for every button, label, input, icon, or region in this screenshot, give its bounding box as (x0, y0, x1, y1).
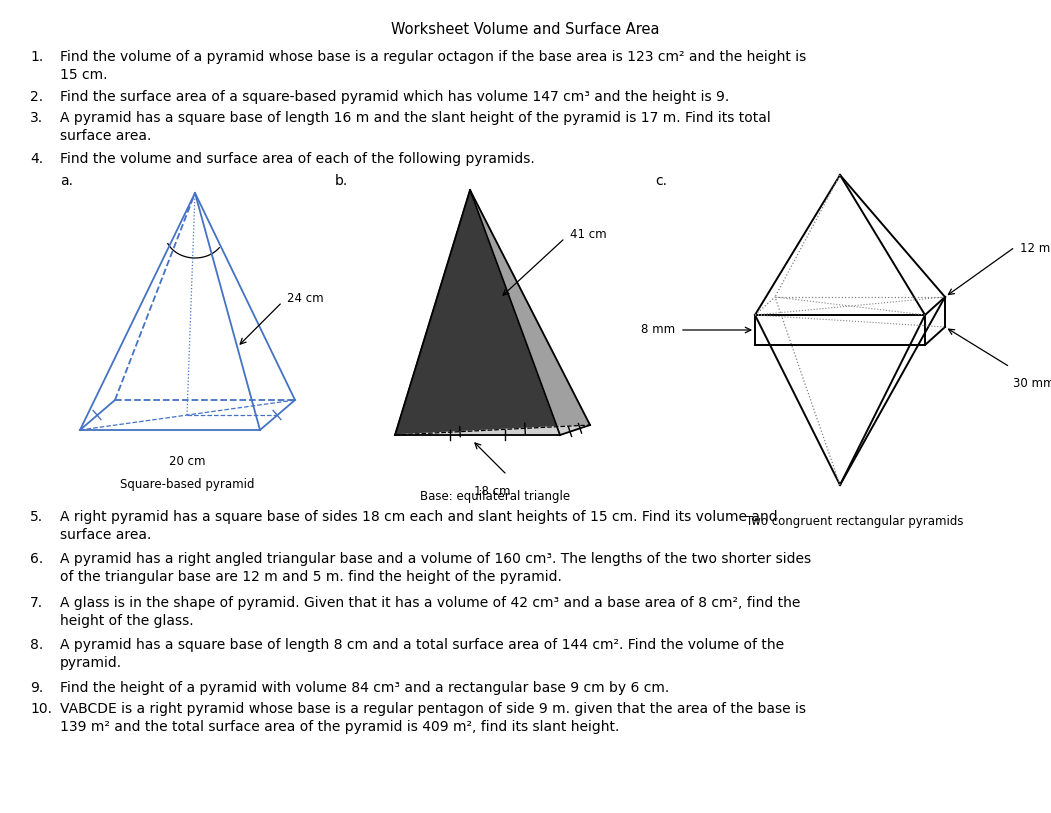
Text: 12 mm: 12 mm (1021, 242, 1051, 255)
Text: 18 cm: 18 cm (474, 485, 510, 498)
Text: 24 cm: 24 cm (287, 292, 324, 305)
Text: 5.: 5. (30, 510, 43, 524)
Text: Square-based pyramid: Square-based pyramid (120, 478, 254, 491)
Text: 1.: 1. (30, 50, 43, 64)
Text: VABCDE is a right pyramid whose base is a regular pentagon of side 9 m. given th: VABCDE is a right pyramid whose base is … (60, 702, 806, 716)
Text: A glass is in the shape of pyramid. Given that it has a volume of 42 cm³ and a b: A glass is in the shape of pyramid. Give… (60, 596, 801, 610)
Text: 20 cm: 20 cm (169, 455, 205, 468)
Text: b.: b. (335, 174, 348, 188)
Text: 3.: 3. (30, 111, 43, 125)
Polygon shape (395, 190, 560, 435)
Text: of the triangular base are 12 m and 5 m. find the height of the pyramid.: of the triangular base are 12 m and 5 m.… (60, 570, 562, 584)
Text: 139 m² and the total surface area of the pyramid is 409 m², find its slant heigh: 139 m² and the total surface area of the… (60, 720, 619, 734)
Text: A pyramid has a square base of length 16 m and the slant height of the pyramid i: A pyramid has a square base of length 16… (60, 111, 770, 125)
Text: 4.: 4. (30, 152, 43, 166)
Text: A pyramid has a square base of length 8 cm and a total surface area of 144 cm². : A pyramid has a square base of length 8 … (60, 638, 784, 652)
Text: height of the glass.: height of the glass. (60, 614, 193, 628)
Text: a.: a. (60, 174, 73, 188)
Text: Find the volume and surface area of each of the following pyramids.: Find the volume and surface area of each… (60, 152, 535, 166)
Text: 30 mm: 30 mm (1013, 377, 1051, 390)
Text: 8.: 8. (30, 638, 43, 652)
Text: Find the volume of a pyramid whose base is a regular octagon if the base area is: Find the volume of a pyramid whose base … (60, 50, 806, 64)
Text: 7.: 7. (30, 596, 43, 610)
Text: Find the surface area of a square-based pyramid which has volume 147 cm³ and the: Find the surface area of a square-based … (60, 90, 729, 104)
Text: 8 mm: 8 mm (641, 324, 675, 337)
Text: Worksheet Volume and Surface Area: Worksheet Volume and Surface Area (391, 22, 659, 37)
Text: 41 cm: 41 cm (570, 228, 606, 241)
Text: Two congruent rectangular pyramids: Two congruent rectangular pyramids (746, 515, 964, 528)
Text: pyramid.: pyramid. (60, 656, 122, 670)
Polygon shape (470, 190, 590, 435)
Text: Find the height of a pyramid with volume 84 cm³ and a rectangular base 9 cm by 6: Find the height of a pyramid with volume… (60, 681, 669, 695)
Text: surface area.: surface area. (60, 528, 151, 542)
Text: 6.: 6. (30, 552, 43, 566)
Text: A pyramid has a right angled triangular base and a volume of 160 cm³. The length: A pyramid has a right angled triangular … (60, 552, 811, 566)
Text: A right pyramid has a square base of sides 18 cm each and slant heights of 15 cm: A right pyramid has a square base of sid… (60, 510, 778, 524)
Text: 15 cm.: 15 cm. (60, 68, 107, 82)
Text: 2.: 2. (30, 90, 43, 104)
Text: 9.: 9. (30, 681, 43, 695)
Text: surface area.: surface area. (60, 129, 151, 143)
Text: c.: c. (655, 174, 667, 188)
Polygon shape (395, 425, 590, 435)
Text: 10.: 10. (30, 702, 51, 716)
Text: Base: equilateral triangle: Base: equilateral triangle (420, 490, 570, 503)
